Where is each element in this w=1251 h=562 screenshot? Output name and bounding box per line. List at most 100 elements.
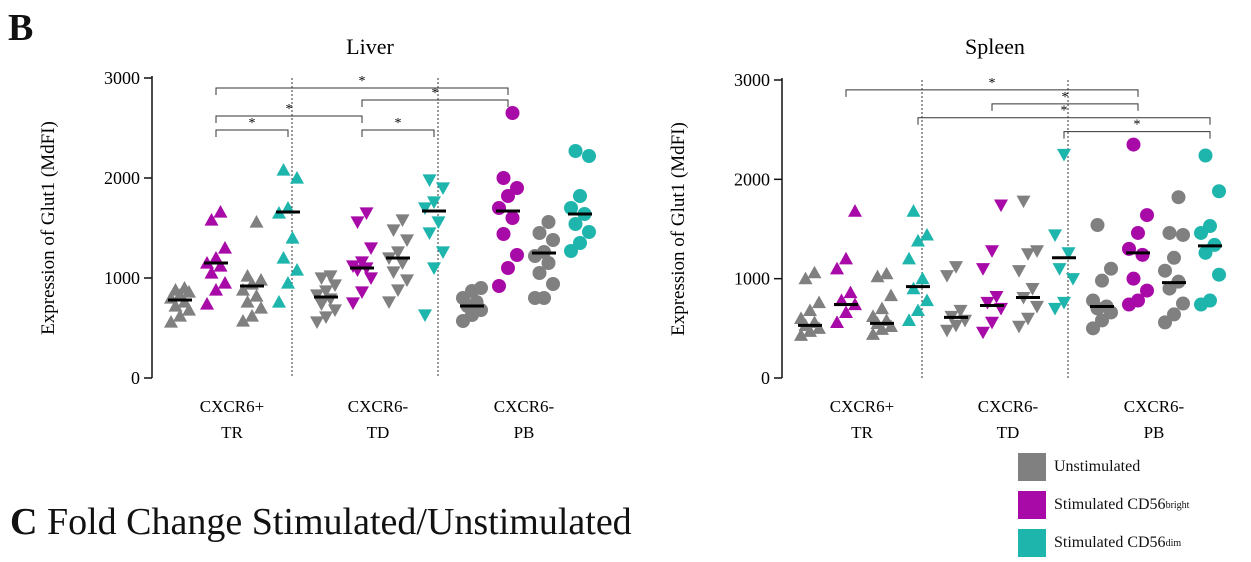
- y-tick-label: 2000: [734, 169, 770, 189]
- data-point: [1095, 273, 1109, 288]
- significance-bracket: *: [991, 90, 1139, 111]
- data-point: [281, 201, 295, 214]
- data-point: [902, 251, 916, 265]
- data-point: [395, 214, 410, 227]
- x-group-label: CXCR6+: [830, 397, 894, 416]
- data-point: [564, 244, 578, 258]
- data-point: [906, 204, 921, 217]
- data-point: [1012, 265, 1026, 278]
- data-point: [1021, 248, 1035, 261]
- data-point: [418, 202, 432, 215]
- significance-bracket: *: [215, 116, 289, 137]
- data-point: [1198, 245, 1213, 260]
- data-point: [285, 231, 300, 244]
- data-point: [573, 189, 587, 203]
- y-axis-label: Expression of Glut1 (MdFI): [668, 122, 689, 336]
- data-point: [940, 324, 954, 338]
- legend-label-unstimulated: Unstimulated: [1054, 458, 1141, 475]
- data-point: [1066, 273, 1080, 286]
- data-point: [980, 296, 995, 310]
- x-group-sublabel: TD: [367, 423, 390, 442]
- series-column-unstimulated: [940, 261, 972, 338]
- data-point: [920, 293, 934, 307]
- legend-label-cd56dim: Stimulated CD56: [1054, 534, 1166, 551]
- data-point: [949, 319, 963, 333]
- bracket-line: [845, 89, 1139, 97]
- data-point: [564, 201, 578, 215]
- series-column-unstimulated: [456, 281, 488, 328]
- data-point: [1048, 229, 1062, 242]
- data-point: [848, 204, 862, 217]
- data-point: [400, 274, 414, 287]
- data-point: [920, 227, 934, 241]
- data-point: [1012, 320, 1026, 334]
- data-point: [866, 327, 880, 340]
- data-point: [236, 283, 250, 296]
- legend-swatch-cd56dim: [1018, 529, 1046, 557]
- bracket-line: [1063, 131, 1211, 139]
- data-point: [182, 303, 196, 316]
- data-point: [1030, 245, 1044, 258]
- data-point: [290, 263, 304, 276]
- data-point: [400, 234, 414, 247]
- data-point: [204, 266, 219, 279]
- data-point: [1176, 296, 1190, 311]
- significance-star: *: [395, 116, 402, 131]
- y-tick-label: 3000: [104, 68, 140, 88]
- data-point: [541, 256, 556, 270]
- data-point: [218, 241, 232, 254]
- significance-bracket: *: [845, 76, 1139, 97]
- significance-bracket: *: [215, 102, 363, 123]
- data-point: [1158, 263, 1172, 278]
- series-column-stimulated-cd56dim: [1048, 148, 1080, 316]
- data-point: [568, 144, 583, 158]
- x-group-label: CXCR6-: [348, 397, 409, 416]
- data-point: [879, 266, 894, 280]
- data-point: [1212, 184, 1226, 199]
- legend-sup-cd56dim: dim: [1165, 537, 1182, 549]
- legend-swatch-cd56bright: [1018, 491, 1046, 519]
- significance-bracket: *: [361, 116, 435, 137]
- data-point: [1057, 296, 1071, 310]
- series-column-stimulated-cd56bright: [346, 207, 378, 310]
- bracket-line: [991, 103, 1139, 111]
- data-point: [496, 171, 511, 185]
- data-point: [496, 227, 511, 241]
- data-point: [1057, 148, 1071, 162]
- y-tick-label: 2000: [104, 168, 140, 188]
- data-point: [391, 246, 405, 259]
- significance-bracket: *: [361, 86, 509, 107]
- data-point: [1021, 312, 1035, 326]
- data-point: [532, 226, 547, 240]
- data-point: [254, 273, 268, 286]
- data-point: [355, 286, 369, 299]
- data-point: [510, 248, 524, 262]
- data-point: [839, 251, 853, 265]
- data-point: [209, 283, 223, 296]
- data-point: [177, 281, 192, 294]
- x-group-sublabel: TR: [851, 423, 873, 442]
- data-point: [436, 182, 450, 195]
- data-point: [328, 304, 342, 317]
- data-point: [501, 189, 515, 203]
- data-point: [1090, 218, 1105, 233]
- data-point: [474, 281, 488, 295]
- y-tick-label: 0: [131, 368, 140, 388]
- x-group-sublabel: TR: [221, 423, 243, 442]
- data-point: [240, 295, 255, 308]
- series-column-unstimulated: [236, 215, 268, 327]
- y-tick-label: 1000: [104, 268, 140, 288]
- significance-bracket: *: [215, 74, 509, 95]
- data-point: [839, 305, 853, 319]
- data-point: [794, 328, 808, 341]
- data-point: [213, 205, 228, 218]
- series-column-stimulated-cd56bright: [1122, 137, 1154, 312]
- legend-item-cd56bright: Stimulated CD56 bright: [1018, 486, 1189, 524]
- data-point: [346, 297, 360, 310]
- data-point: [505, 211, 520, 225]
- chart-panel-spleen: Spleen 0 1000 2000 3000 Expression of Glut1 (…: [668, 34, 1226, 442]
- significance-star: *: [1134, 118, 1141, 133]
- legend-sup-cd56bright: bright: [1165, 499, 1190, 511]
- significance-bracket: *: [917, 104, 1211, 125]
- significance-star: *: [432, 86, 439, 101]
